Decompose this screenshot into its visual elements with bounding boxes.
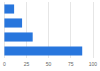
svg-text:25: 25 [24,61,30,67]
svg-text:0: 0 [3,61,6,67]
svg-text:100: 100 [89,61,98,67]
svg-text:50: 50 [46,61,52,67]
svg-text:75: 75 [68,61,74,67]
